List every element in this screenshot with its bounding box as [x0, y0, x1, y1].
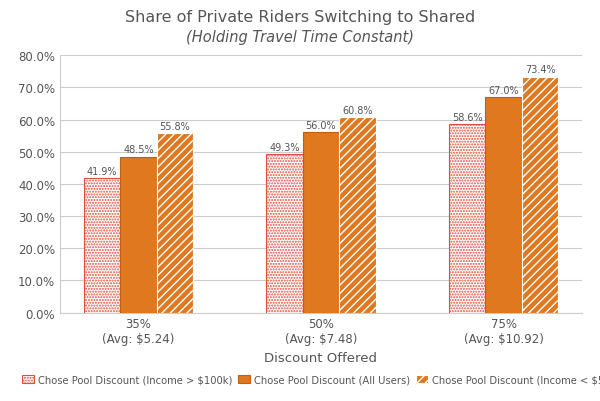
Bar: [157, 134, 193, 313]
Bar: [266, 155, 303, 313]
Bar: [522, 77, 558, 313]
Bar: [449, 125, 485, 313]
Bar: [485, 98, 522, 313]
Text: 67.0%: 67.0%: [488, 86, 519, 95]
Bar: [303, 133, 339, 313]
Text: 60.8%: 60.8%: [342, 105, 373, 115]
Bar: [120, 157, 157, 313]
Text: (Holding Travel Time Constant): (Holding Travel Time Constant): [186, 30, 414, 45]
Text: Share of Private Riders Switching to Shared: Share of Private Riders Switching to Sha…: [125, 10, 475, 25]
Text: 41.9%: 41.9%: [87, 166, 117, 176]
Text: 56.0%: 56.0%: [305, 121, 337, 131]
Text: 49.3%: 49.3%: [269, 142, 300, 152]
Bar: [84, 178, 120, 313]
X-axis label: Discount Offered: Discount Offered: [265, 351, 377, 364]
Text: 55.8%: 55.8%: [160, 122, 190, 132]
Text: 73.4%: 73.4%: [525, 65, 556, 75]
Text: 48.5%: 48.5%: [123, 145, 154, 155]
Legend: Chose Pool Discount (Income > $100k), Chose Pool Discount (All Users), Chose Poo: Chose Pool Discount (Income > $100k), Ch…: [22, 375, 600, 385]
Text: 58.6%: 58.6%: [452, 113, 482, 123]
Bar: [339, 118, 376, 313]
